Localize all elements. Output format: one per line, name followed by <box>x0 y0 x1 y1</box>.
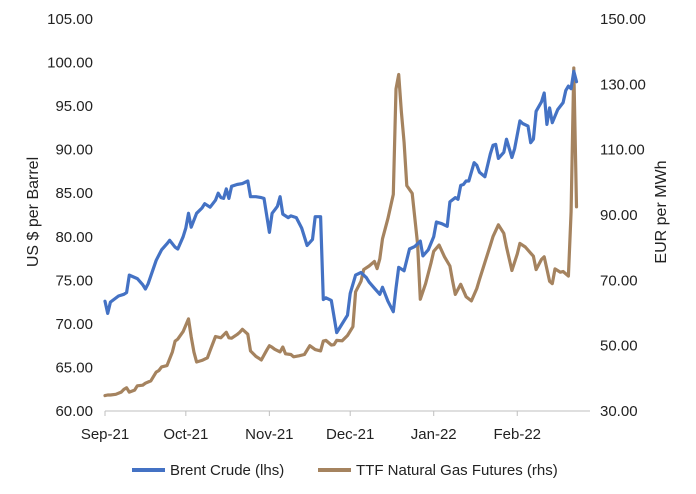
x-tick-label: Sep-21 <box>81 426 129 443</box>
y-left-tick-label: 105.00 <box>47 11 93 28</box>
y-left-tick-label: 85.00 <box>55 185 93 202</box>
y-left-tick-label: 90.00 <box>55 142 93 159</box>
legend: Brent Crude (lhs) TTF Natural Gas Future… <box>132 462 558 479</box>
series-lines <box>103 66 579 398</box>
x-tick-label: Dec-21 <box>326 426 374 443</box>
y-left-tick-label: 60.00 <box>55 403 93 420</box>
x-tick-label: Oct-21 <box>163 426 208 443</box>
axes: Sep-21 Oct-21 Nov-21 Dec-21 Jan-22 Feb-22 60.0… <box>47 11 646 443</box>
y-left-tick-label: 95.00 <box>55 98 93 115</box>
y-right-tick-label: 70.00 <box>600 272 638 289</box>
y-left-tick-label: 75.00 <box>55 272 93 289</box>
y-left-tick-label: 70.00 <box>55 316 93 333</box>
legend-label-ttf: TTF Natural Gas Futures (rhs) <box>356 462 558 479</box>
y-right-tick-label: 90.00 <box>600 207 638 224</box>
left-axis-title: US $ per Barrel <box>25 157 42 267</box>
series-line-brent <box>103 69 579 335</box>
x-tick-label: Nov-21 <box>245 426 293 443</box>
right-axis-title: EUR per MWh <box>653 160 670 263</box>
x-tick-label: Feb-22 <box>493 426 541 443</box>
y-right-tick-label: 150.00 <box>600 11 646 28</box>
x-tick-label: Jan-22 <box>411 426 457 443</box>
y-left-tick-label: 80.00 <box>55 229 93 246</box>
y-right-tick-label: 130.00 <box>600 76 646 93</box>
y-left-tick-label: 65.00 <box>55 359 93 376</box>
y-left-tick-label: 100.00 <box>47 55 93 72</box>
y-right-tick-label: 30.00 <box>600 403 638 420</box>
series-line-ttf <box>103 66 579 398</box>
legend-label-brent: Brent Crude (lhs) <box>170 462 284 479</box>
y-right-tick-label: 110.00 <box>600 142 645 159</box>
y-right-tick-label: 50.00 <box>600 338 638 355</box>
